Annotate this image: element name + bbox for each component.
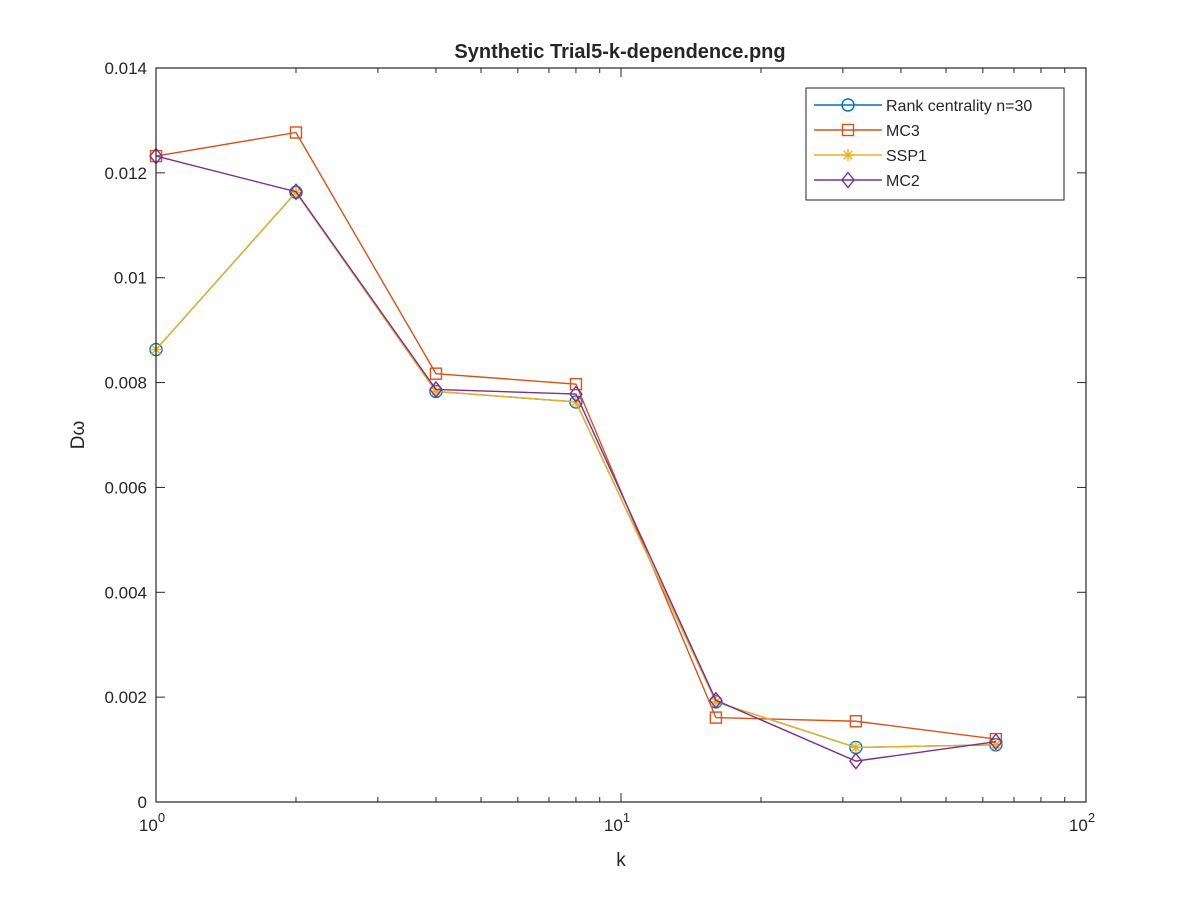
x-axis-label: k [616, 850, 626, 871]
series-mc3 [149, 126, 1003, 746]
x-tick-label: 100 [139, 810, 165, 835]
legend-label: MC2 [886, 173, 920, 190]
legend-label: MC3 [886, 123, 920, 140]
legend-entry: MC3 [814, 123, 920, 140]
data-point [848, 752, 863, 770]
y-tick-label: 0.002 [104, 688, 147, 707]
chart-title: Synthetic Trial5-k-dependence.png [454, 41, 785, 63]
legend: Rank centrality n=30 MC3 SSP1 MC2 [805, 87, 1065, 201]
series-mc2 [149, 147, 1003, 770]
legend-marker [841, 98, 855, 112]
y-tick-label: 0.006 [104, 478, 147, 497]
data-point [988, 733, 1003, 751]
x-tick-label: 102 [1069, 810, 1095, 835]
data-point [289, 183, 303, 201]
data-point [569, 377, 583, 391]
series-line [155, 155, 996, 762]
legend-box [805, 87, 1065, 201]
data-point [569, 385, 583, 403]
series-line [155, 131, 996, 740]
data-point [709, 695, 722, 708]
data-point [429, 367, 443, 380]
legend-marker [842, 149, 854, 161]
data-point [849, 741, 862, 754]
y-tick-label: 0 [138, 793, 147, 812]
data-point [849, 715, 863, 728]
legend-marker [841, 171, 855, 189]
data-point [989, 738, 1002, 751]
x-tick-label: 101 [604, 810, 630, 835]
legend-entry: Rank centrality n=30 [814, 98, 1032, 115]
y-tick-label: 0.01 [114, 269, 147, 288]
data-point [709, 691, 723, 709]
y-tick-label: 0.004 [104, 583, 147, 602]
y-tick-label: 0.012 [104, 164, 147, 183]
legend-label: SSP1 [886, 148, 927, 165]
plot-area [149, 126, 1003, 770]
legend-marker [841, 123, 855, 137]
legend-entry: SSP1 [814, 148, 927, 165]
axis-ticks: 0 0.002 0.004 0.006 0.008 0.01 0.012 0.014 100 10… [104, 59, 1095, 835]
data-point [429, 385, 442, 398]
data-point [709, 711, 723, 724]
legend-label: Rank centrality n=30 [886, 98, 1032, 115]
y-tick-label: 0.008 [104, 374, 147, 393]
legend-entry: MC2 [814, 171, 920, 190]
data-point [289, 126, 303, 139]
y-axis-label: Dω [68, 421, 89, 450]
data-point [429, 380, 443, 399]
y-tick-label: 0.014 [104, 59, 147, 78]
